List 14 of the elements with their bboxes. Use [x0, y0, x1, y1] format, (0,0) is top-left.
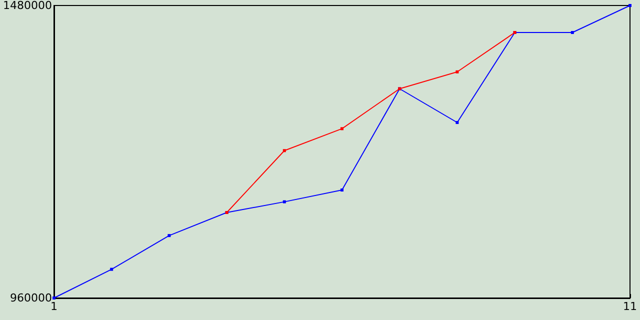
y-tick-label: 960000	[10, 292, 52, 304]
point	[110, 268, 114, 271]
point	[456, 70, 459, 74]
x-tick-label: 1	[50, 300, 58, 313]
point	[340, 127, 344, 130]
point	[282, 149, 286, 152]
line-series	[225, 31, 516, 214]
x-tick-label: 11	[623, 300, 637, 313]
point	[168, 234, 171, 238]
y-tick-label: 1480000	[2, 0, 52, 12]
point	[282, 200, 286, 204]
point	[570, 31, 574, 34]
point	[456, 121, 459, 124]
line-series	[52, 4, 632, 300]
